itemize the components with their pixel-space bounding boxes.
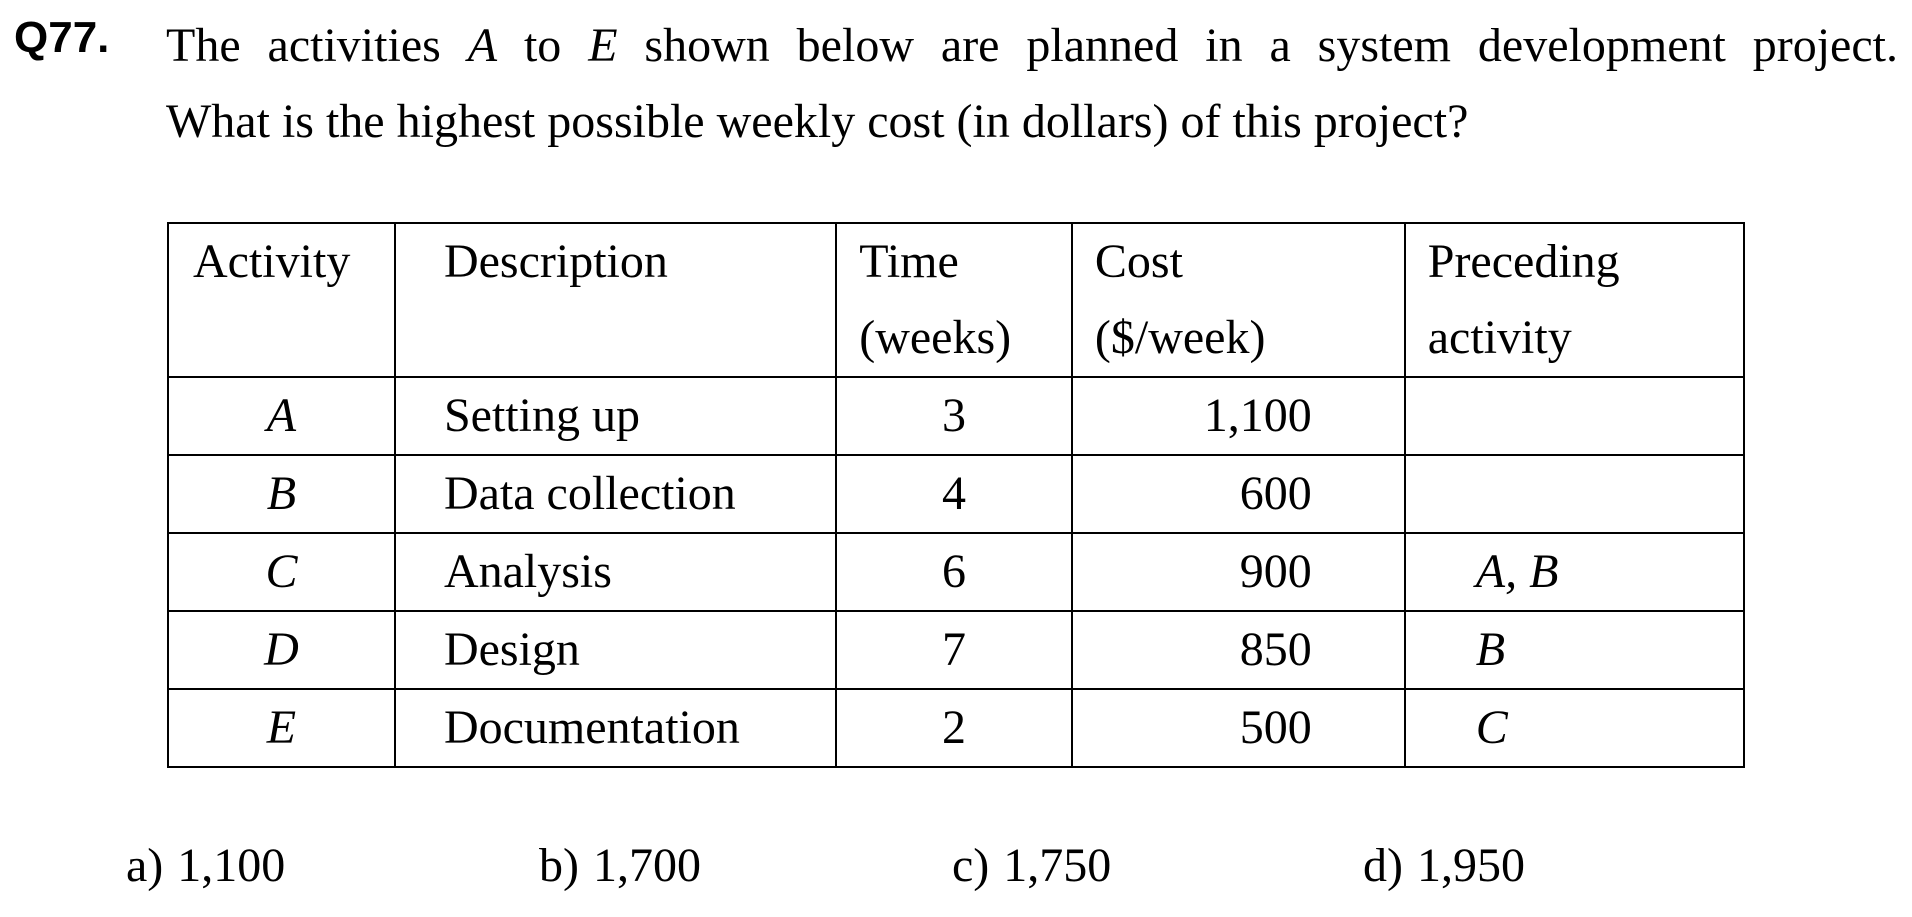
header-cost-line-2: ($/week) (1094, 311, 1266, 364)
cell-cost: 500 (1070, 688, 1406, 768)
option-letter: b) (539, 839, 579, 892)
question-text-part: The activities (166, 19, 468, 72)
option-value: 1,700 (592, 839, 701, 892)
option-letter: c) (952, 839, 990, 892)
cell-preceding (1403, 454, 1746, 534)
cell-description: Analysis (393, 532, 838, 612)
cell-activity: A (167, 376, 396, 456)
table-row: A Setting up 3 1,100 (167, 376, 1746, 456)
cell-activity: C (167, 532, 396, 612)
header-time-line-2: (weeks) (859, 311, 1012, 364)
table-row: B Data collection 4 600 (167, 454, 1746, 534)
cell-preceding (1403, 376, 1746, 456)
header-description: Description (393, 222, 838, 378)
cell-description: Data collection (393, 454, 838, 534)
question-text-part: shown below are planned in a system deve… (617, 19, 1899, 72)
option-value: 1,100 (177, 839, 286, 892)
cell-cost: 600 (1070, 454, 1406, 534)
answer-option-b[interactable]: b) 1,700 (539, 838, 701, 894)
question-line-2: What is the highest possible weekly cost… (166, 95, 1469, 148)
table-row: D Design 7 850 B (167, 610, 1746, 690)
cell-description: Design (393, 610, 838, 690)
header-cost: Cost ($/week) (1070, 222, 1406, 378)
header-preceding-line-2: activity (1427, 311, 1572, 364)
answer-option-d[interactable]: d) 1,950 (1363, 838, 1525, 894)
header-activity-label: Activity (193, 235, 351, 288)
activity-ref-e: E (588, 19, 618, 72)
option-value: 1,750 (1003, 839, 1112, 892)
table-row: E Documentation 2 500 C (167, 688, 1746, 768)
cell-cost: 1,100 (1070, 376, 1406, 456)
cell-time: 3 (835, 376, 1073, 456)
header-description-label: Description (443, 235, 668, 288)
cell-cost: 850 (1070, 610, 1406, 690)
header-preceding-line-1: Preceding (1427, 235, 1620, 288)
cell-cost: 900 (1070, 532, 1406, 612)
header-cost-line-1: Cost (1094, 235, 1183, 288)
cell-activity: D (167, 610, 396, 690)
cell-description: Setting up (393, 376, 838, 456)
cell-description: Documentation (393, 688, 838, 768)
header-activity: Activity (167, 222, 396, 378)
question-number: Q77. (14, 13, 110, 62)
cell-preceding: A, B (1403, 532, 1746, 612)
cell-preceding: B (1403, 610, 1746, 690)
option-value: 1,950 (1416, 839, 1525, 892)
header-preceding: Preceding activity (1403, 222, 1746, 378)
answer-option-a[interactable]: a) 1,100 (126, 838, 285, 894)
header-time: Time (weeks) (835, 222, 1073, 378)
question-text: The activities A to E shown below are pl… (166, 8, 1898, 160)
cell-time: 6 (835, 532, 1073, 612)
option-letter: d) (1363, 839, 1403, 892)
question-text-part: to (497, 19, 589, 72)
table-header-row: Activity Description Time (weeks) Cost ($/… (167, 222, 1746, 378)
cell-time: 7 (835, 610, 1073, 690)
cell-activity: B (167, 454, 396, 534)
activity-ref-a: A (467, 19, 498, 72)
activities-table: Activity Description Time (weeks) Cost ($/… (167, 222, 1746, 768)
cell-preceding: C (1403, 688, 1746, 768)
option-letter: a) (126, 839, 164, 892)
answer-option-c[interactable]: c) 1,750 (952, 838, 1111, 894)
header-time-line-1: Time (859, 235, 959, 288)
cell-time: 2 (835, 688, 1073, 768)
cell-activity: E (167, 688, 396, 768)
question-line-1: The activities A to E shown below are pl… (166, 8, 1898, 84)
table-row: C Analysis 6 900 A, B (167, 532, 1746, 612)
cell-time: 4 (835, 454, 1073, 534)
